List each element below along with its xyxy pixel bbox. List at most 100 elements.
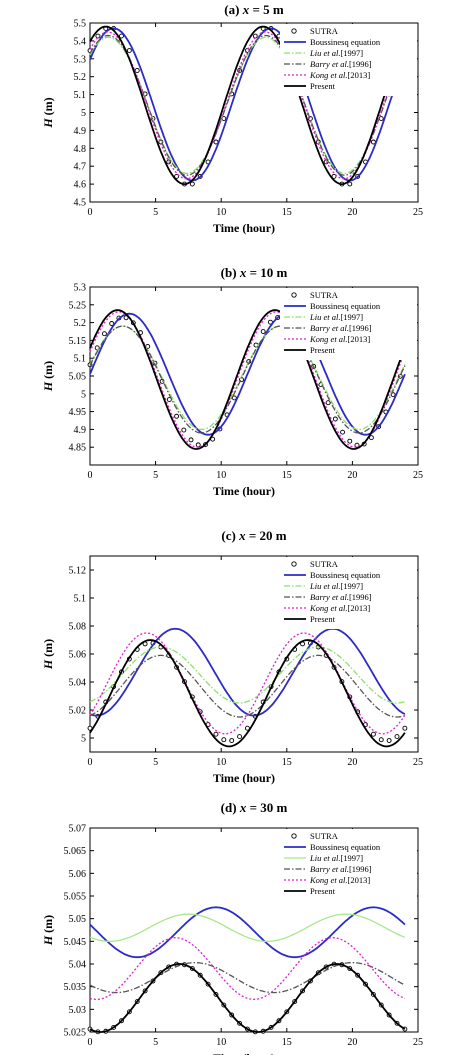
legend-background (280, 288, 417, 360)
chart-title-part: x (239, 800, 247, 815)
x-tick-label: 20 (347, 207, 357, 218)
y-axis-label-part: (m) (41, 97, 55, 118)
x-tick-label: 20 (347, 757, 357, 768)
legend-label-part: [2013] (348, 70, 371, 80)
y-tick-label: 5.05 (69, 914, 87, 925)
legend-label-part: Barry (310, 323, 332, 333)
x-tick-label: 0 (88, 1037, 93, 1048)
legend-label: Boussinesq equation (310, 570, 381, 580)
chart-title: (b) x = 10 m (221, 265, 288, 280)
data-point-sutra (368, 435, 374, 441)
y-tick-label: 5.08 (69, 622, 87, 633)
legend-label-part: Kong (309, 875, 331, 885)
y-tick-label: 5.035 (64, 982, 87, 993)
y-tick-label: 4.9 (74, 126, 87, 137)
data-point-sutra (394, 734, 400, 740)
y-tick-label: 5.1 (74, 90, 87, 101)
y-axis-label: H (m) (41, 639, 55, 670)
legend-label-part: et al. (331, 875, 348, 885)
chart-title-part: x (238, 528, 246, 543)
x-tick-label: 15 (282, 1037, 292, 1048)
y-tick-label: 4.7 (74, 162, 87, 173)
legend-label: SUTRA (310, 26, 339, 36)
legend-label-part: et al. (331, 603, 348, 613)
chart-panel-1: (a) x = 5 m 4.5 4.6 4.7 4.8 4.9 5 5.1 5.2 5.3 5.4 5… (41, 2, 423, 235)
y-tick-label: 5.065 (64, 846, 87, 857)
data-point-sutra (237, 734, 243, 740)
legend-label: Kong et al.[2013] (309, 603, 370, 613)
legend-label: SUTRA (310, 831, 339, 841)
data-point-sutra (340, 429, 346, 435)
data-point-sutra (332, 416, 338, 422)
y-tick-label: 5.12 (69, 566, 87, 577)
legend-label-part: et al. (332, 323, 349, 333)
data-point-sutra (370, 731, 376, 737)
legend-label: Barry et al.[1996] (310, 59, 372, 69)
x-tick-label: 20 (347, 1037, 357, 1048)
x-tick-label: 10 (216, 757, 226, 768)
legend-label: Liu et al.[1997] (309, 853, 363, 863)
x-tick-label: 15 (282, 757, 292, 768)
legend-label-part: Liu (309, 48, 323, 58)
data-point-sutra (119, 33, 124, 39)
y-axis-label: H (m) (41, 915, 55, 946)
data-point-sutra (123, 315, 129, 321)
series-line-present (89, 963, 406, 1033)
series-line-kong-et-al-2013 (89, 937, 406, 1001)
data-point-sutra (347, 438, 353, 444)
y-axis-label-part: H (41, 935, 55, 946)
legend-label-part: Kong (309, 334, 331, 344)
y-tick-label: 5.15 (69, 336, 87, 347)
data-point-sutra (166, 397, 172, 402)
chart-panel-2: (b) x = 10 m 4.85 4.9 4.95 5 5.05 5.1 5.15 5.2 5.… (41, 265, 423, 498)
x-axis-label: Time (hour) (213, 221, 275, 235)
y-tick-label: 4.8 (74, 144, 87, 155)
series-line-liu-et-al-1997 (89, 913, 406, 942)
data-point-sutra (109, 321, 115, 326)
x-tick-label: 0 (88, 207, 93, 218)
x-tick-label: 15 (282, 470, 292, 481)
legend-marker (291, 561, 297, 567)
y-tick-label: 5.055 (64, 892, 87, 903)
legend-marker (291, 28, 297, 34)
legend-label-part: SUTRA (310, 831, 339, 841)
x-tick-label: 0 (88, 757, 93, 768)
x-tick-label: 25 (413, 1037, 423, 1048)
legend-label-part: Boussinesq equation (310, 301, 381, 311)
series-line-barry-et-al-1996 (89, 961, 406, 994)
chart-title: (c) x = 20 m (221, 528, 286, 543)
y-axis-label-part: H (41, 381, 55, 392)
x-axis-label: Time (hour) (213, 484, 275, 498)
y-axis-label: H (m) (41, 97, 55, 128)
legend-label-part: et al. (323, 312, 340, 322)
legend-label: Liu et al.[1997] (309, 581, 363, 591)
x-tick-label: 10 (216, 1037, 226, 1048)
legend-label-part: [2013] (348, 334, 371, 344)
legend-label-part: [1997] (340, 581, 363, 591)
legend-label: Boussinesq equation (310, 37, 381, 47)
y-tick-label: 5.02 (69, 706, 87, 717)
data-point-sutra (402, 725, 408, 731)
legend-label-part: [1996] (349, 864, 372, 874)
legend-label-part: Liu (309, 581, 323, 591)
legend-label-part: Present (310, 81, 336, 91)
legend-label: Present (310, 614, 336, 624)
legend-label: Barry et al.[1996] (310, 864, 372, 874)
legend-label: Present (310, 81, 336, 91)
data-point-sutra (174, 173, 180, 179)
legend-label-part: Liu (309, 853, 323, 863)
y-tick-label: 5.06 (69, 869, 87, 880)
y-tick-label: 4.9 (74, 425, 87, 436)
legend-label-part: Kong (309, 603, 331, 613)
legend-background (280, 557, 417, 629)
data-point-sutra (260, 329, 266, 334)
data-point-sutra (213, 731, 219, 737)
y-tick-label: 5 (81, 734, 86, 745)
legend-label: Boussinesq equation (310, 301, 381, 311)
y-tick-label: 4.85 (69, 443, 87, 454)
chart-title-part: (b) (221, 265, 240, 280)
legend-label: SUTRA (310, 290, 339, 300)
legend-label: Liu et al.[1997] (309, 312, 363, 322)
data-point-sutra (386, 738, 392, 743)
